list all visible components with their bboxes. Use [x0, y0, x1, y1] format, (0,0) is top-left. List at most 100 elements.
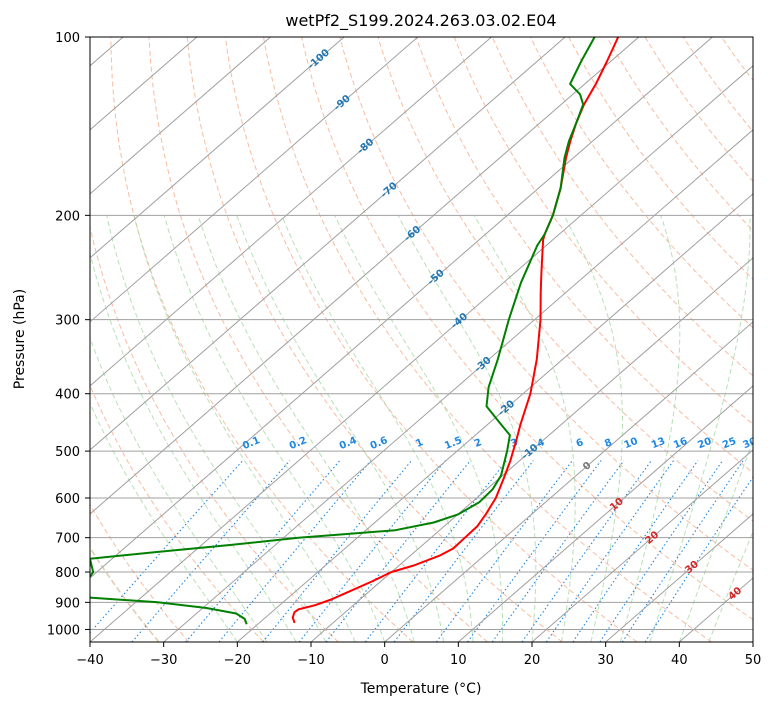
mixing-ratio-line [644, 476, 753, 642]
plot-frame [89, 36, 754, 643]
sounding-series [90, 37, 620, 625]
y-tick-label: 200 [55, 209, 80, 224]
mixing-ratio-line [572, 460, 699, 642]
y-tick-label: 700 [55, 532, 80, 547]
mixing-ratio-line [218, 460, 372, 642]
dry-adiabat [644, 37, 753, 183]
mixing-ratio-label: 6 [575, 437, 586, 450]
isotherm-line [90, 37, 271, 195]
y-axis: 100 200 300 400 500 600 700 800 900 1000 [47, 31, 90, 638]
y-tick-label: 500 [55, 445, 80, 460]
x-tick-label: 50 [745, 653, 762, 668]
dry-adiabat [415, 37, 753, 474]
dry-adiabat [224, 37, 638, 642]
mixing-ratio-label: 20 [696, 436, 713, 451]
y-tick-label: 600 [55, 492, 80, 507]
isotherm-line [458, 385, 753, 642]
y-axis-title: Pressure (hPa) [12, 289, 28, 389]
mixing-ratio-label: 8 [603, 437, 614, 450]
isotherm-line [90, 37, 640, 515]
x-tick-label: 30 [597, 653, 614, 668]
x-tick-label: −10 [297, 653, 324, 668]
mixing-ratio-line [435, 460, 573, 642]
x-tick-label: −40 [76, 653, 103, 668]
isotherm-line [90, 37, 419, 323]
mixing-ratio-line [521, 460, 652, 642]
isotherm-line [605, 513, 753, 642]
x-tick-label: 40 [671, 653, 688, 668]
mixing-ratio-label: 4 [536, 437, 547, 450]
x-tick-label: −30 [150, 653, 177, 668]
dewpoint-profile-line [90, 37, 596, 625]
isobar-grid [90, 37, 753, 630]
isotherm-line [90, 37, 713, 579]
mixing-ratio-line [467, 460, 602, 642]
mixing-ratio-line [599, 460, 724, 642]
dry-adiabat [491, 37, 753, 377]
x-tick-label: 20 [524, 653, 541, 668]
dry-adiabat [90, 224, 339, 642]
isotherm-line [90, 65, 753, 642]
dry-adiabat [377, 37, 753, 522]
moist-adiabats [90, 215, 753, 642]
dry-adiabat [263, 37, 712, 642]
x-tick-label: 10 [450, 653, 467, 668]
moist-adiabat [334, 215, 504, 642]
y-tick-label: 800 [55, 566, 80, 581]
dry-adiabat [110, 37, 414, 642]
dry-adiabat [301, 37, 753, 621]
dry-adiabat [90, 384, 264, 642]
mixing-ratio-label: 25 [721, 436, 738, 451]
moist-adiabat [106, 215, 327, 642]
mixing-ratio-label: 13 [650, 436, 667, 451]
isotherm-line [90, 37, 345, 259]
moist-adiabat [708, 530, 753, 642]
mixing-ratio-line [298, 460, 446, 642]
isotherm-line [384, 321, 753, 642]
moist-adiabat [236, 215, 445, 642]
moist-adiabat [281, 215, 474, 642]
y-tick-label: 300 [55, 314, 80, 329]
y-tick-label: 900 [55, 596, 80, 611]
mixing-ratio-label: 16 [672, 436, 689, 451]
mixing-ratio-line [262, 460, 413, 642]
dry-adiabat [186, 37, 563, 642]
mixing-ratio-label: 1 [414, 437, 425, 450]
y-tick-label: 1000 [47, 623, 80, 638]
chart-title: wetPf2_S199.2024.263.03.02.E04 [285, 11, 556, 31]
moist-adiabat [133, 215, 356, 642]
y-tick-label: 100 [55, 31, 80, 46]
moist-adiabat [649, 215, 751, 642]
mixing-ratio-line [621, 460, 744, 642]
moist-adiabat [619, 215, 681, 642]
isotherm-line [310, 257, 753, 642]
moist-adiabat [90, 251, 297, 642]
y-tick-label: 400 [55, 388, 80, 403]
temperature-profile-line [291, 37, 620, 624]
mixing-ratio-line [131, 460, 291, 642]
moist-adiabat [397, 215, 537, 642]
moist-adiabat [197, 215, 415, 642]
moist-adiabat [563, 215, 623, 642]
mixing-ratio-label: 30 [741, 436, 758, 451]
isotherm-line [237, 193, 753, 642]
mixing-ratio-label: 10 [623, 436, 640, 451]
isotherm-line [531, 449, 753, 642]
isotherm-line [90, 37, 566, 451]
isotherm-grid [90, 37, 753, 642]
x-tick-label: 0 [381, 653, 389, 668]
mixing-ratio-label: 2 [473, 437, 484, 450]
moist-adiabat [90, 401, 238, 642]
isotherm-line [163, 129, 753, 642]
dry-adiabat [606, 37, 753, 232]
mixing-ratio-line [491, 460, 625, 642]
isotherm-line [90, 37, 492, 387]
mixing-ratio-line [325, 460, 471, 642]
x-axis-title: Temperature (°C) [360, 681, 482, 697]
moist-adiabat [90, 336, 268, 642]
dry-adiabat [339, 37, 753, 571]
moist-adiabat [163, 215, 386, 642]
x-tick-label: −20 [224, 653, 251, 668]
